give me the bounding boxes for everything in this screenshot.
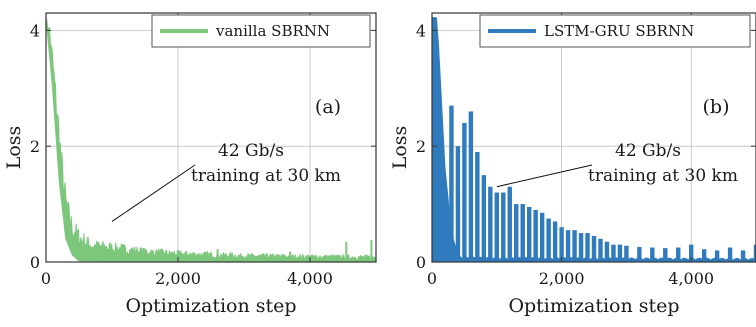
plot-frame xyxy=(431,12,756,263)
data-spike xyxy=(539,212,545,262)
data-spike xyxy=(676,247,681,262)
data-spike xyxy=(617,244,623,262)
data-spike xyxy=(604,241,610,262)
data-spike xyxy=(520,204,525,262)
x-tick-label: 4,000 xyxy=(668,269,714,288)
legend-box xyxy=(479,14,751,48)
data-spike xyxy=(527,206,532,262)
x-tick-label: 0 xyxy=(427,269,437,288)
annotation-line-2: training at 30 km xyxy=(588,166,738,186)
y-tick-label: 4 xyxy=(30,21,40,40)
legend: LSTM-GRU SBRNN xyxy=(479,14,751,48)
data-spike xyxy=(514,204,519,262)
annotation-pointer xyxy=(111,164,196,222)
data-spike xyxy=(501,192,506,262)
data-spike xyxy=(481,175,487,262)
data-spike xyxy=(663,248,668,262)
data-spike xyxy=(689,244,694,262)
x-tick-label: 2,000 xyxy=(539,269,585,288)
x-axis-label: Optimization step xyxy=(125,295,296,317)
data-spike xyxy=(559,227,564,262)
y-tick-label: 0 xyxy=(30,253,40,272)
panel-a: 0 2,000 4,000 0 2 4 Optimization step Loss (a) va… xyxy=(3,12,377,317)
data-spike xyxy=(488,186,493,262)
data-spike xyxy=(507,186,512,262)
annotation-line-1: 42 Gb/s xyxy=(218,141,284,161)
data-spike xyxy=(449,105,454,263)
x-tick-label: 4,000 xyxy=(287,269,333,288)
data-spike xyxy=(533,209,538,262)
data-spike xyxy=(455,146,461,262)
data-band xyxy=(431,17,756,263)
y-axis-label: Loss xyxy=(3,126,25,170)
panel-label: (b) xyxy=(703,96,730,118)
legend-label: vanilla SBRNN xyxy=(215,22,330,40)
data-spike xyxy=(494,192,499,262)
panel-b: 0 2,000 4,000 0 2 4 Optimization step Loss (b) LS… xyxy=(389,12,756,317)
data-spike xyxy=(624,245,629,262)
y-tick-label: 2 xyxy=(30,137,40,156)
data-spike xyxy=(462,123,467,262)
data-spike xyxy=(468,111,474,262)
panel-label: (a) xyxy=(315,96,341,118)
data-spike xyxy=(650,247,655,262)
data-spike xyxy=(572,230,577,262)
data-spike xyxy=(714,250,720,262)
data-spike xyxy=(546,218,551,262)
x-tick-label: 0 xyxy=(41,269,51,288)
data-spike xyxy=(565,230,571,262)
data-spike xyxy=(637,246,642,262)
annotation-line-1: 42 Gb/s xyxy=(615,141,681,161)
annotation-line-2: training at 30 km xyxy=(191,166,341,186)
annotation-pointer xyxy=(496,164,593,188)
y-tick-label: 4 xyxy=(416,21,426,40)
data-spike xyxy=(552,221,558,262)
data-spike xyxy=(578,233,584,262)
data-spike xyxy=(585,233,590,262)
legend-label: LSTM-GRU SBRNN xyxy=(544,22,694,40)
y-axis-label: Loss xyxy=(389,126,411,170)
data-spike xyxy=(475,151,480,262)
data-spike xyxy=(727,247,733,262)
data-band xyxy=(45,17,376,263)
data-spike xyxy=(753,244,756,262)
plot-frame xyxy=(45,12,377,263)
data-spike xyxy=(701,249,707,262)
y-tick-label: 0 xyxy=(416,253,426,272)
y-tick-label: 2 xyxy=(416,137,426,156)
x-tick-label: 2,000 xyxy=(155,269,201,288)
legend: vanilla SBRNN xyxy=(151,14,371,48)
data-spike xyxy=(591,235,597,262)
x-axis-label: Optimization step xyxy=(508,295,679,317)
data-spike xyxy=(740,250,746,262)
data-spike xyxy=(611,244,616,262)
data-spike xyxy=(598,238,603,262)
